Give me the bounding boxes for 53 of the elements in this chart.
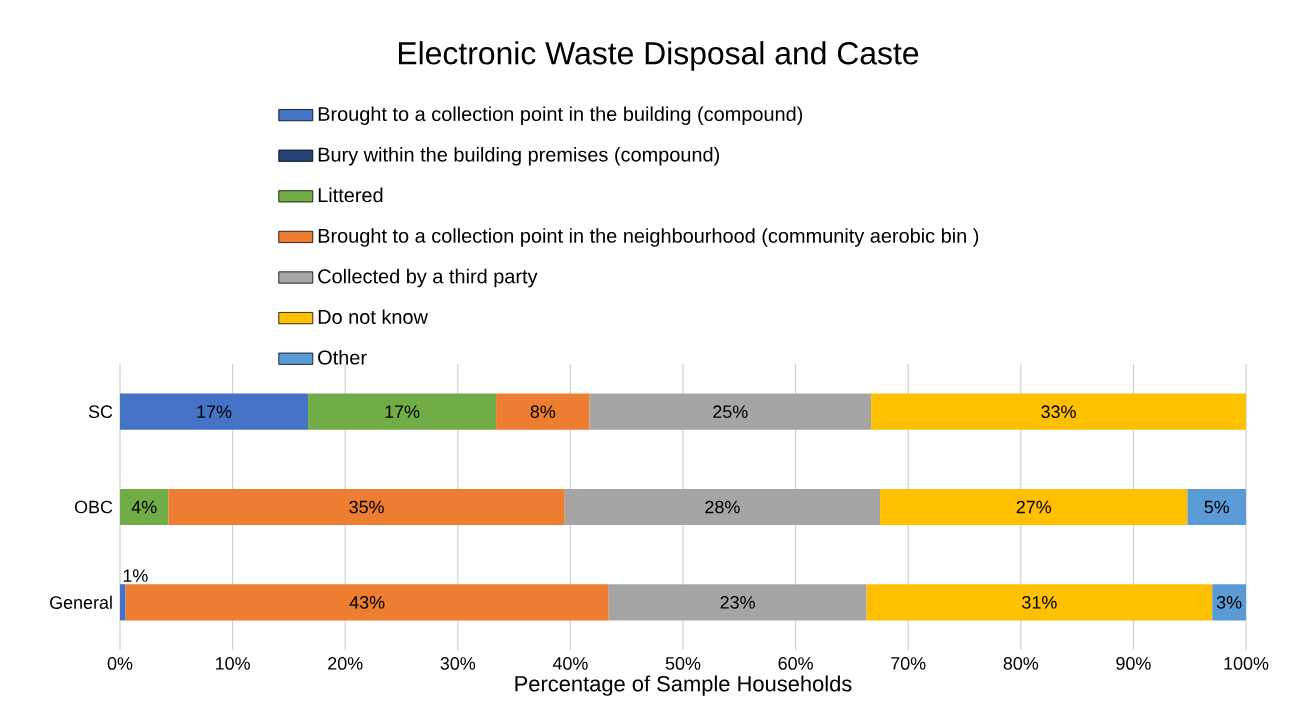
- bar: [308, 393, 497, 430]
- x-tick-label: 10%: [216, 657, 250, 670]
- data-label: 3%: [1216, 595, 1242, 609]
- y-tick-label: SC: [88, 405, 113, 419]
- data-label: 31%: [1022, 595, 1057, 609]
- x-tick-label: 40%: [552, 657, 588, 670]
- data-label: 25%: [713, 405, 748, 419]
- data-label: 23%: [720, 595, 755, 609]
- data-label: 17%: [197, 405, 232, 418]
- legend-label: Littered: [318, 187, 383, 203]
- x-tick-label: 70%: [891, 657, 926, 670]
- bar: [1212, 584, 1247, 621]
- bar: [120, 393, 309, 430]
- bar: [871, 393, 1247, 430]
- bar: [589, 393, 872, 430]
- y-tick-label: General: [50, 595, 112, 609]
- legend-label: Other: [318, 349, 367, 365]
- x-tick-label: 50%: [665, 657, 701, 670]
- legend-label: Brought to a collection point in the building (compound): [318, 106, 803, 125]
- x-tick-label: 90%: [1116, 657, 1151, 670]
- x-axis-title: Percentage of Sample Households: [515, 675, 852, 696]
- data-label: 5%: [1204, 500, 1230, 514]
- chart-title: Electronic Waste Disposal and Caste: [398, 41, 919, 71]
- bar: [564, 488, 881, 526]
- x-tick-label: 0%: [107, 657, 133, 670]
- data-label: 28%: [705, 500, 740, 514]
- data-label: 17%: [385, 405, 420, 418]
- data-label: 1%: [123, 569, 148, 582]
- bar: [496, 393, 590, 430]
- data-label: 8%: [530, 405, 556, 419]
- data-label: 33%: [1041, 405, 1076, 419]
- bar: [1187, 488, 1247, 526]
- x-tick-label: 80%: [1003, 657, 1039, 670]
- x-tick-label: 20%: [328, 657, 363, 670]
- bar: [608, 584, 867, 621]
- x-tick-label: 100%: [1224, 657, 1269, 670]
- bar: [120, 584, 126, 621]
- bar: [125, 584, 609, 621]
- bar: [880, 488, 1188, 526]
- x-tick-label: 60%: [778, 657, 813, 670]
- x-tick-label: 30%: [440, 657, 476, 670]
- data-label: 35%: [349, 500, 384, 514]
- bar: [120, 488, 169, 526]
- bar: [168, 488, 565, 526]
- y-tick-label: OBC: [74, 500, 113, 514]
- legend-label: Collected by a third party: [318, 268, 538, 288]
- data-label: 4%: [131, 500, 157, 514]
- bar: [866, 584, 1213, 621]
- data-label: 43%: [349, 595, 385, 609]
- legend-label: Brought to a collection point in the neighbourhood (community aerobic bin ): [318, 228, 979, 247]
- legend-label: Bury within the building premises (compound): [318, 147, 719, 166]
- data-label: 27%: [1016, 500, 1052, 514]
- legend-label: Do not know: [318, 309, 428, 325]
